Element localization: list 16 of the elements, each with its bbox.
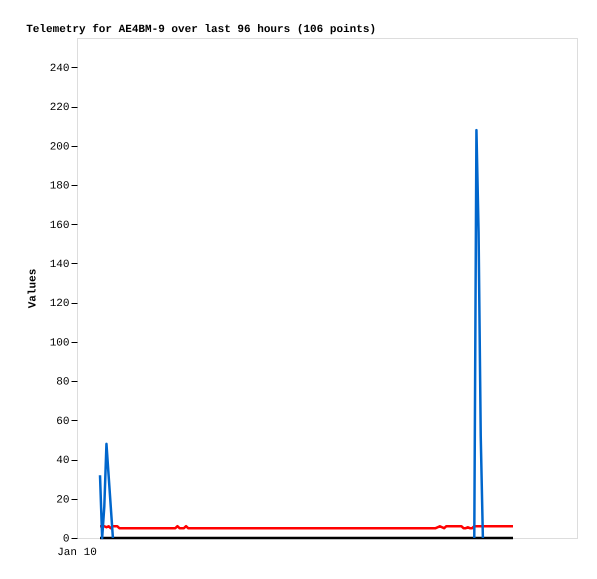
y-tick-label: 220 — [50, 102, 70, 114]
y-tick-label: 200 — [50, 141, 70, 154]
y-tick-label: 140 — [50, 258, 70, 271]
y-tick-label: 120 — [50, 298, 70, 310]
text: Jan 10 — [57, 547, 97, 559]
chart-title: Telemetry for AE4BM-9 over last 96 hours (106 points) — [26, 23, 376, 36]
y-tick-label: 240 — [50, 62, 70, 75]
y-tick-label: 160 — [50, 220, 70, 232]
y-tick-label: 80 — [56, 376, 70, 389]
y-tick-label: 180 — [50, 180, 70, 193]
y-tick-label: 60 — [56, 416, 70, 428]
y-tick-label: 20 — [56, 494, 70, 506]
y-axis-title: Values — [28, 268, 40, 308]
y-tick-label: 40 — [56, 455, 70, 468]
y-tick-label: 100 — [50, 337, 70, 350]
y-tick-label: 0 — [62, 534, 70, 546]
